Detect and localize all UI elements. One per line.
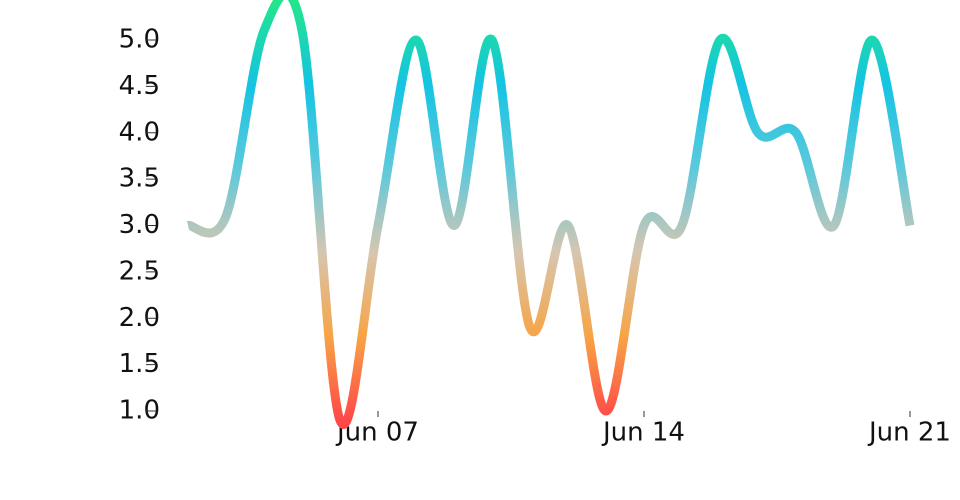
x-tick-label: Jun 21: [867, 418, 951, 448]
x-tick-label: Jun 14: [601, 418, 685, 448]
line: [186, 0, 915, 429]
